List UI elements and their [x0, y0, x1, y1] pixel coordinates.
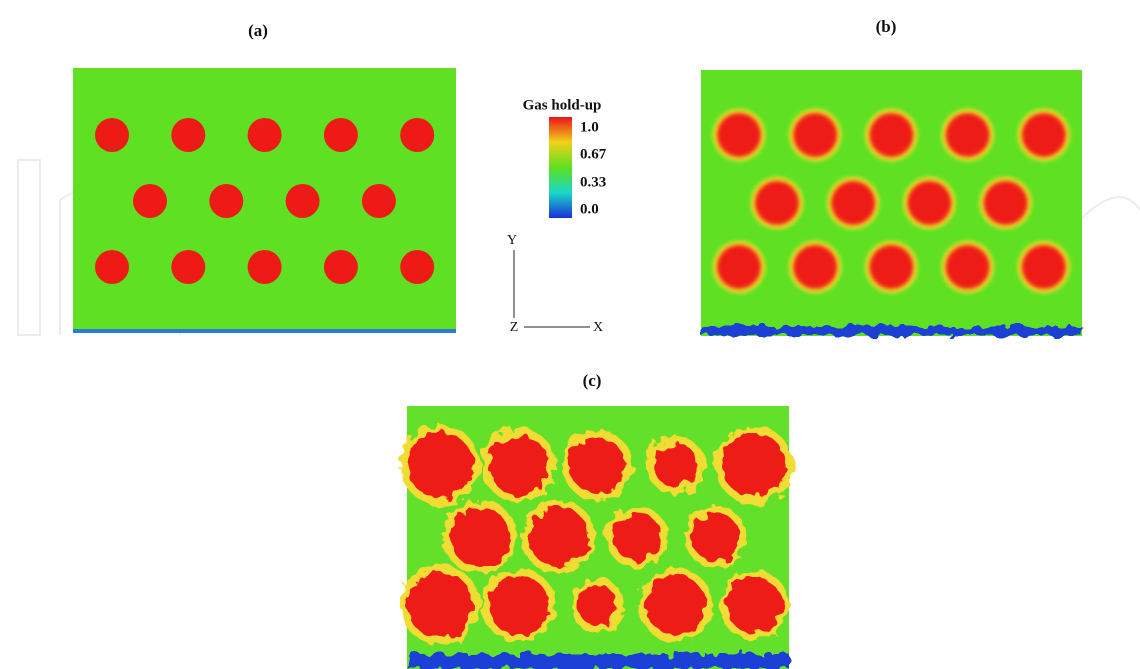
axis-label: Y	[507, 233, 517, 248]
bubble	[400, 250, 435, 284]
panel-label: (c)	[583, 371, 602, 390]
panel-c-bubbles	[400, 425, 793, 645]
axis-label: Z	[510, 320, 519, 335]
bubble	[613, 513, 661, 561]
panel-label: (b)	[876, 17, 897, 36]
bubble	[793, 245, 838, 289]
bubble	[755, 181, 799, 225]
colorbar	[549, 117, 572, 218]
bubble	[133, 184, 167, 218]
legend-label: 0.67	[580, 146, 607, 162]
bubble	[323, 118, 358, 152]
legend-title: Gas hold-up	[523, 97, 602, 113]
bubble	[247, 250, 282, 284]
bubble	[528, 507, 589, 567]
panel-b-bottom	[701, 326, 1082, 336]
bubble	[907, 181, 952, 225]
bubble	[400, 118, 435, 152]
bubble	[726, 577, 782, 633]
panel-a-field	[73, 68, 456, 333]
bubble	[488, 575, 549, 635]
bubble	[717, 245, 761, 289]
bubble	[722, 433, 786, 497]
bubble	[95, 250, 129, 284]
bubble	[407, 572, 473, 638]
bubble	[983, 181, 1028, 225]
panel-b-bubbles	[713, 109, 1070, 293]
bubble	[569, 437, 625, 493]
bubble	[171, 250, 206, 284]
bubble	[95, 118, 129, 152]
bubble	[717, 113, 761, 157]
legend-label: 0.0	[580, 201, 599, 217]
bubble	[691, 513, 740, 561]
bubble	[450, 507, 510, 567]
bubble	[653, 443, 698, 487]
bubble	[645, 575, 706, 635]
axis-label: X	[593, 320, 603, 335]
panel-label: (a)	[248, 21, 268, 40]
bubble	[171, 118, 206, 152]
bubble	[247, 118, 282, 152]
legend-label: 1.0	[580, 119, 599, 135]
panel-c-bottom	[407, 654, 789, 669]
bubble	[577, 585, 617, 625]
panel-a-bubbles	[95, 118, 435, 284]
bubble	[323, 250, 358, 284]
bubble	[407, 432, 473, 498]
bubble	[793, 113, 838, 157]
panel-a-bottom	[73, 329, 456, 333]
bubble	[1021, 245, 1066, 289]
bubble	[869, 113, 914, 157]
legend-label: 0.33	[580, 174, 606, 190]
bubble	[209, 184, 244, 218]
bubble	[869, 245, 914, 289]
bubble	[831, 181, 876, 225]
bubble	[488, 435, 549, 495]
bubble	[1021, 113, 1066, 157]
bubble	[945, 245, 990, 289]
bubble	[285, 184, 320, 218]
bubble	[945, 113, 990, 157]
bubble	[361, 184, 396, 218]
